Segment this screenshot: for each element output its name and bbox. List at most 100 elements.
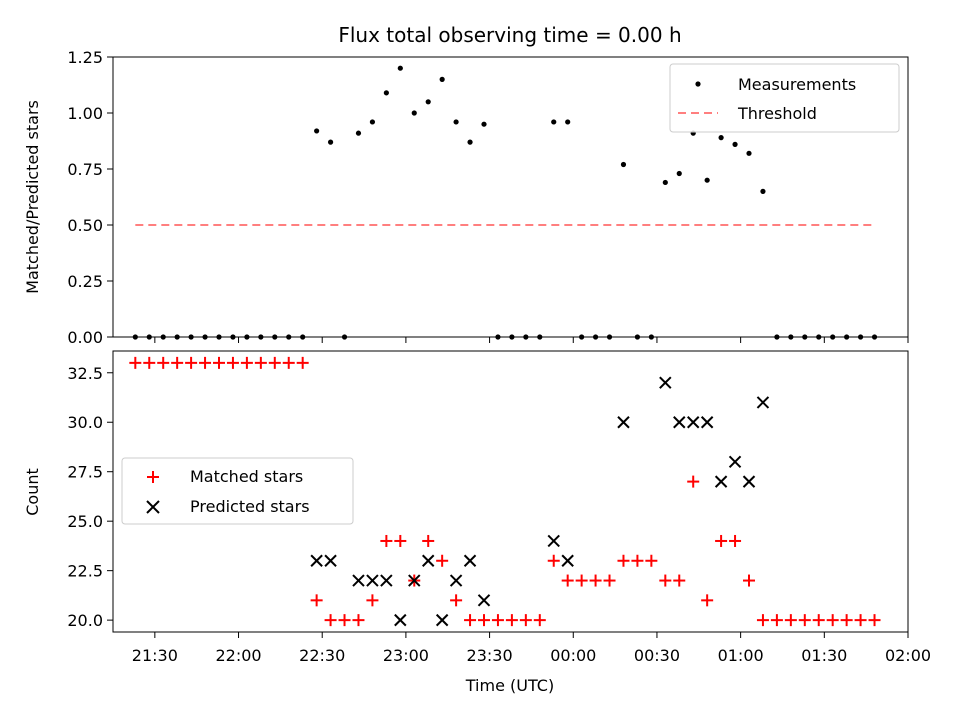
predicted-star-point [310, 554, 323, 567]
measurement-point [397, 65, 403, 71]
measurement-point [425, 99, 431, 105]
matched-star-point [715, 534, 728, 547]
predicted-star-point [449, 574, 463, 587]
matched-star-point [547, 554, 560, 567]
matched-star-point [519, 614, 532, 627]
matched-star-point [199, 356, 212, 369]
measurement-point [704, 177, 710, 183]
top-legend: Measurements Threshold [669, 63, 900, 133]
top-y-tick-label: 1.25 [67, 48, 103, 67]
top-plot-frame [112, 56, 909, 338]
bottom-y-tick-label: 32.5 [67, 364, 103, 383]
predicted-star-point [714, 475, 728, 488]
predicted-stars-layer [310, 376, 770, 627]
matched-star-point [157, 356, 170, 369]
measurement-point [662, 179, 668, 186]
top-chart-title: Flux total observing time = 0.00 h [338, 23, 681, 47]
matched-star-point [282, 356, 295, 369]
bottom-y-tick-label: 25.0 [67, 512, 103, 531]
matched-star-point [478, 614, 490, 627]
matched-star-point [575, 574, 588, 587]
matched-star-point [505, 614, 518, 627]
matched-star-point [129, 356, 142, 369]
predicted-star-point [547, 534, 560, 548]
matched-star-point [826, 614, 839, 627]
matched-star-point [840, 614, 853, 627]
measurement-point [327, 139, 334, 145]
bottom-y-tick-label: 22.5 [67, 562, 103, 581]
legend-predicted-label: Predicted stars [190, 497, 310, 516]
x-tick-label: 01:30 [801, 646, 847, 665]
matched-star-point [226, 356, 239, 369]
measurement-point [411, 110, 417, 116]
top-y-axis-label: Matched/Predicted stars [23, 100, 42, 294]
matched-star-point [687, 475, 700, 488]
matched-star-point [422, 534, 435, 547]
matched-star-point [366, 594, 379, 607]
top-y-tick-label: 0.25 [67, 272, 103, 291]
matched-star-point [171, 356, 184, 369]
matched-star-point [770, 614, 783, 627]
predicted-star-point [756, 396, 770, 409]
matched-star-point [561, 574, 574, 587]
legend-measurements-label: Measurements [738, 75, 856, 94]
top-legend-box [669, 63, 900, 133]
matched-star-point [756, 614, 769, 627]
predicted-star-point [380, 574, 393, 587]
matched-star-point [868, 614, 881, 627]
matched-star-point [464, 614, 477, 627]
matched-star-point [352, 614, 365, 627]
matched-star-point [491, 614, 504, 627]
predicted-star-point [687, 416, 700, 429]
measurement-point [746, 150, 752, 156]
x-tick-label: 21:30 [132, 646, 178, 665]
x-tick-label: 22:00 [215, 646, 261, 665]
x-axis-label: Time (UTC) [465, 676, 554, 695]
measurement-point [369, 119, 376, 125]
predicted-star-point [463, 554, 477, 567]
top-y-tick-label: 0.50 [67, 216, 103, 235]
predicted-star-point [659, 376, 672, 389]
matched-star-point [143, 356, 156, 369]
top-y-tick-label: 0.75 [67, 160, 103, 179]
matched-star-point [784, 614, 797, 627]
matched-star-point [798, 614, 811, 627]
bottom-legend-box [121, 457, 354, 525]
matched-star-point [603, 574, 616, 587]
predicted-star-point [435, 613, 449, 627]
predicted-star-point [700, 416, 714, 429]
bottom-panel: Count Time (UTC) 20.0 22.5 25.0 27.5 30.0 32.… [23, 350, 931, 695]
measurement-point [383, 90, 389, 96]
measurement-point [439, 76, 445, 82]
matched-star-point [743, 574, 755, 587]
matched-star-point [645, 554, 658, 567]
measurement-point [732, 141, 738, 147]
matched-star-point [185, 356, 198, 369]
matched-star-point [240, 356, 253, 369]
bottom-y-tick-label: 30.0 [67, 413, 103, 432]
matched-star-point [617, 554, 630, 567]
x-tick-label: 01:00 [718, 646, 764, 665]
predicted-star-point [422, 554, 435, 567]
predicted-star-point [366, 574, 379, 587]
measurement-point [718, 135, 724, 141]
predicted-star-point [617, 416, 630, 429]
matched-star-point [338, 614, 351, 627]
measurement-point [551, 119, 557, 125]
matched-star-point [310, 594, 323, 607]
matched-star-point [854, 614, 867, 627]
top-y-ticks: 0.00 0.25 0.50 0.75 1.00 1.25 [67, 48, 113, 347]
measurement-point [453, 119, 459, 125]
predicted-star-point [561, 554, 574, 567]
matched-star-point [533, 614, 546, 627]
top-panel: Flux total observing time = 0.00 h Match… [23, 23, 909, 347]
predicted-star-point [673, 416, 686, 429]
bottom-y-tick-label: 27.5 [67, 463, 103, 482]
matched-star-point [701, 594, 714, 607]
bottom-y-ticks: 20.0 22.5 25.0 27.5 30.0 32.5 [67, 364, 113, 630]
predicted-star-point [394, 613, 407, 627]
matched-star-point [268, 356, 281, 369]
matched-star-point [436, 554, 449, 567]
x-tick-label: 22:30 [299, 646, 345, 665]
predicted-star-point [352, 574, 365, 587]
